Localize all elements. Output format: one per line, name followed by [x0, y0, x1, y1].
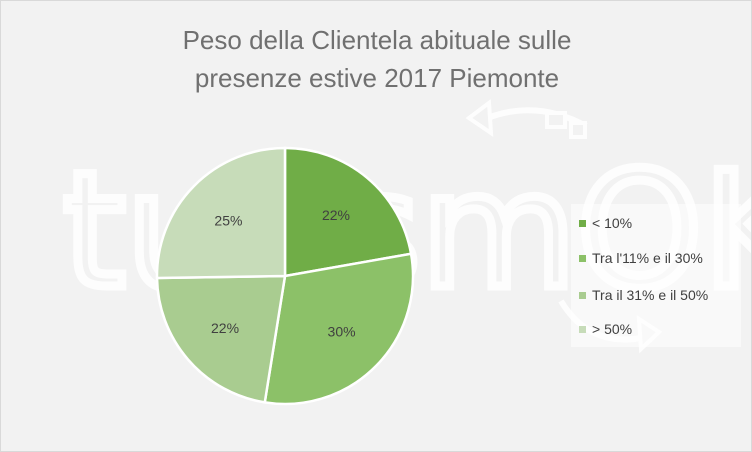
- legend-label-3: Tra il 31% e il 50%: [592, 287, 709, 303]
- pie-slice-3: [155, 274, 287, 404]
- legend-swatch-3: [579, 291, 586, 299]
- pie-data-label-4: 25%: [214, 212, 242, 228]
- chart-title: Peso della Clientela abituale sulle pres…: [1, 21, 751, 97]
- pie-chart: 22% 30% 22% 25%: [155, 146, 415, 406]
- pie-data-label-2: 30%: [328, 324, 356, 340]
- legend-item-1: < 10%: [579, 212, 632, 234]
- pie-slice-1: [283, 146, 413, 278]
- legend-swatch-2: [579, 254, 586, 262]
- legend-item-3: Tra il 31% e il 50%: [579, 284, 708, 306]
- legend-item-4: > 50%: [579, 318, 632, 340]
- chart-title-line-2: presenze estive 2017 Piemonte: [194, 63, 560, 93]
- legend-item-2: Tra l'11% e il 30%: [579, 247, 703, 269]
- legend-label-4: > 50%: [592, 321, 633, 337]
- pie-data-label-3: 22%: [211, 320, 239, 336]
- chart-legend: < 10% Tra l'11% e il 30% Tra il 31% e il…: [571, 204, 741, 347]
- chart-title-line-1: Peso della Clientela abituale sulle: [182, 25, 572, 55]
- pie-slice-4: [155, 146, 287, 280]
- legend-label-2: Tra l'11% e il 30%: [592, 250, 703, 266]
- pie-data-label-1: 22%: [322, 207, 350, 223]
- pie-slice-2: [263, 252, 415, 406]
- legend-swatch-4: [579, 325, 586, 333]
- legend-swatch-1: [579, 219, 586, 227]
- legend-label-1: < 10%: [592, 215, 633, 231]
